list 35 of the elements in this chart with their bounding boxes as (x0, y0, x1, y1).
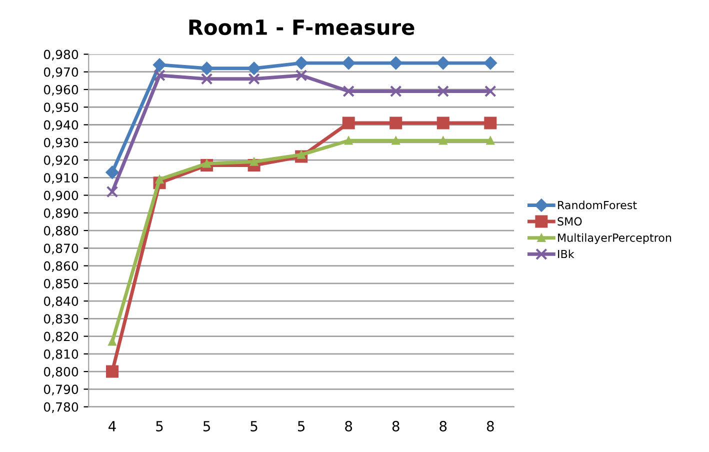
y-tick-label: 0,860 (44, 261, 78, 272)
y-tick-label: 0,960 (44, 84, 78, 96)
x-tick-label: 8 (486, 420, 494, 432)
y-tick-label: 0,790 (44, 384, 78, 396)
y-tick-label: 0,980 (44, 50, 78, 60)
legend-label: SMO (558, 217, 582, 226)
y-tick-label: 0,890 (44, 208, 78, 220)
y-tick-label: 0,880 (44, 226, 78, 237)
legend-label: IBk (558, 250, 574, 258)
y-tick-label: 0,820 (44, 332, 78, 342)
x-tick-label: 8 (345, 420, 352, 432)
y-tick-label: 0,910 (44, 173, 78, 184)
x-tick-label: 5 (203, 421, 210, 432)
chart-title: Room1 - F-measure (189, 20, 414, 36)
y-tick-label: 0,900 (44, 190, 78, 202)
y-tick-label: 0,950 (44, 102, 78, 114)
y-tick-label: 0,810 (44, 349, 78, 360)
legend-label: RandomForest (558, 200, 637, 210)
x-tick-label: 8 (392, 420, 400, 432)
x-tick-label: 5 (250, 421, 258, 432)
y-tick-label: 0,800 (44, 367, 78, 378)
x-tick-label: 4 (108, 421, 116, 432)
y-tick-label: 0,780 (44, 402, 78, 413)
y-tick-label: 0,920 (44, 155, 78, 166)
y-tick-label: 0,870 (44, 244, 78, 254)
y-tick-label: 0,840 (44, 296, 78, 308)
x-tick-label: 5 (156, 421, 163, 432)
y-tick-label: 0,850 (44, 278, 78, 290)
y-tick-label: 0,830 (44, 314, 78, 325)
x-tick-label: 5 (298, 421, 305, 432)
x-tick-label: 8 (440, 420, 447, 432)
y-tick-label: 0,940 (44, 120, 78, 131)
legend-label: MultilayerPerceptron (558, 233, 672, 244)
y-tick-label: 0,970 (44, 67, 78, 78)
y-tick-label: 0,930 (44, 138, 78, 149)
